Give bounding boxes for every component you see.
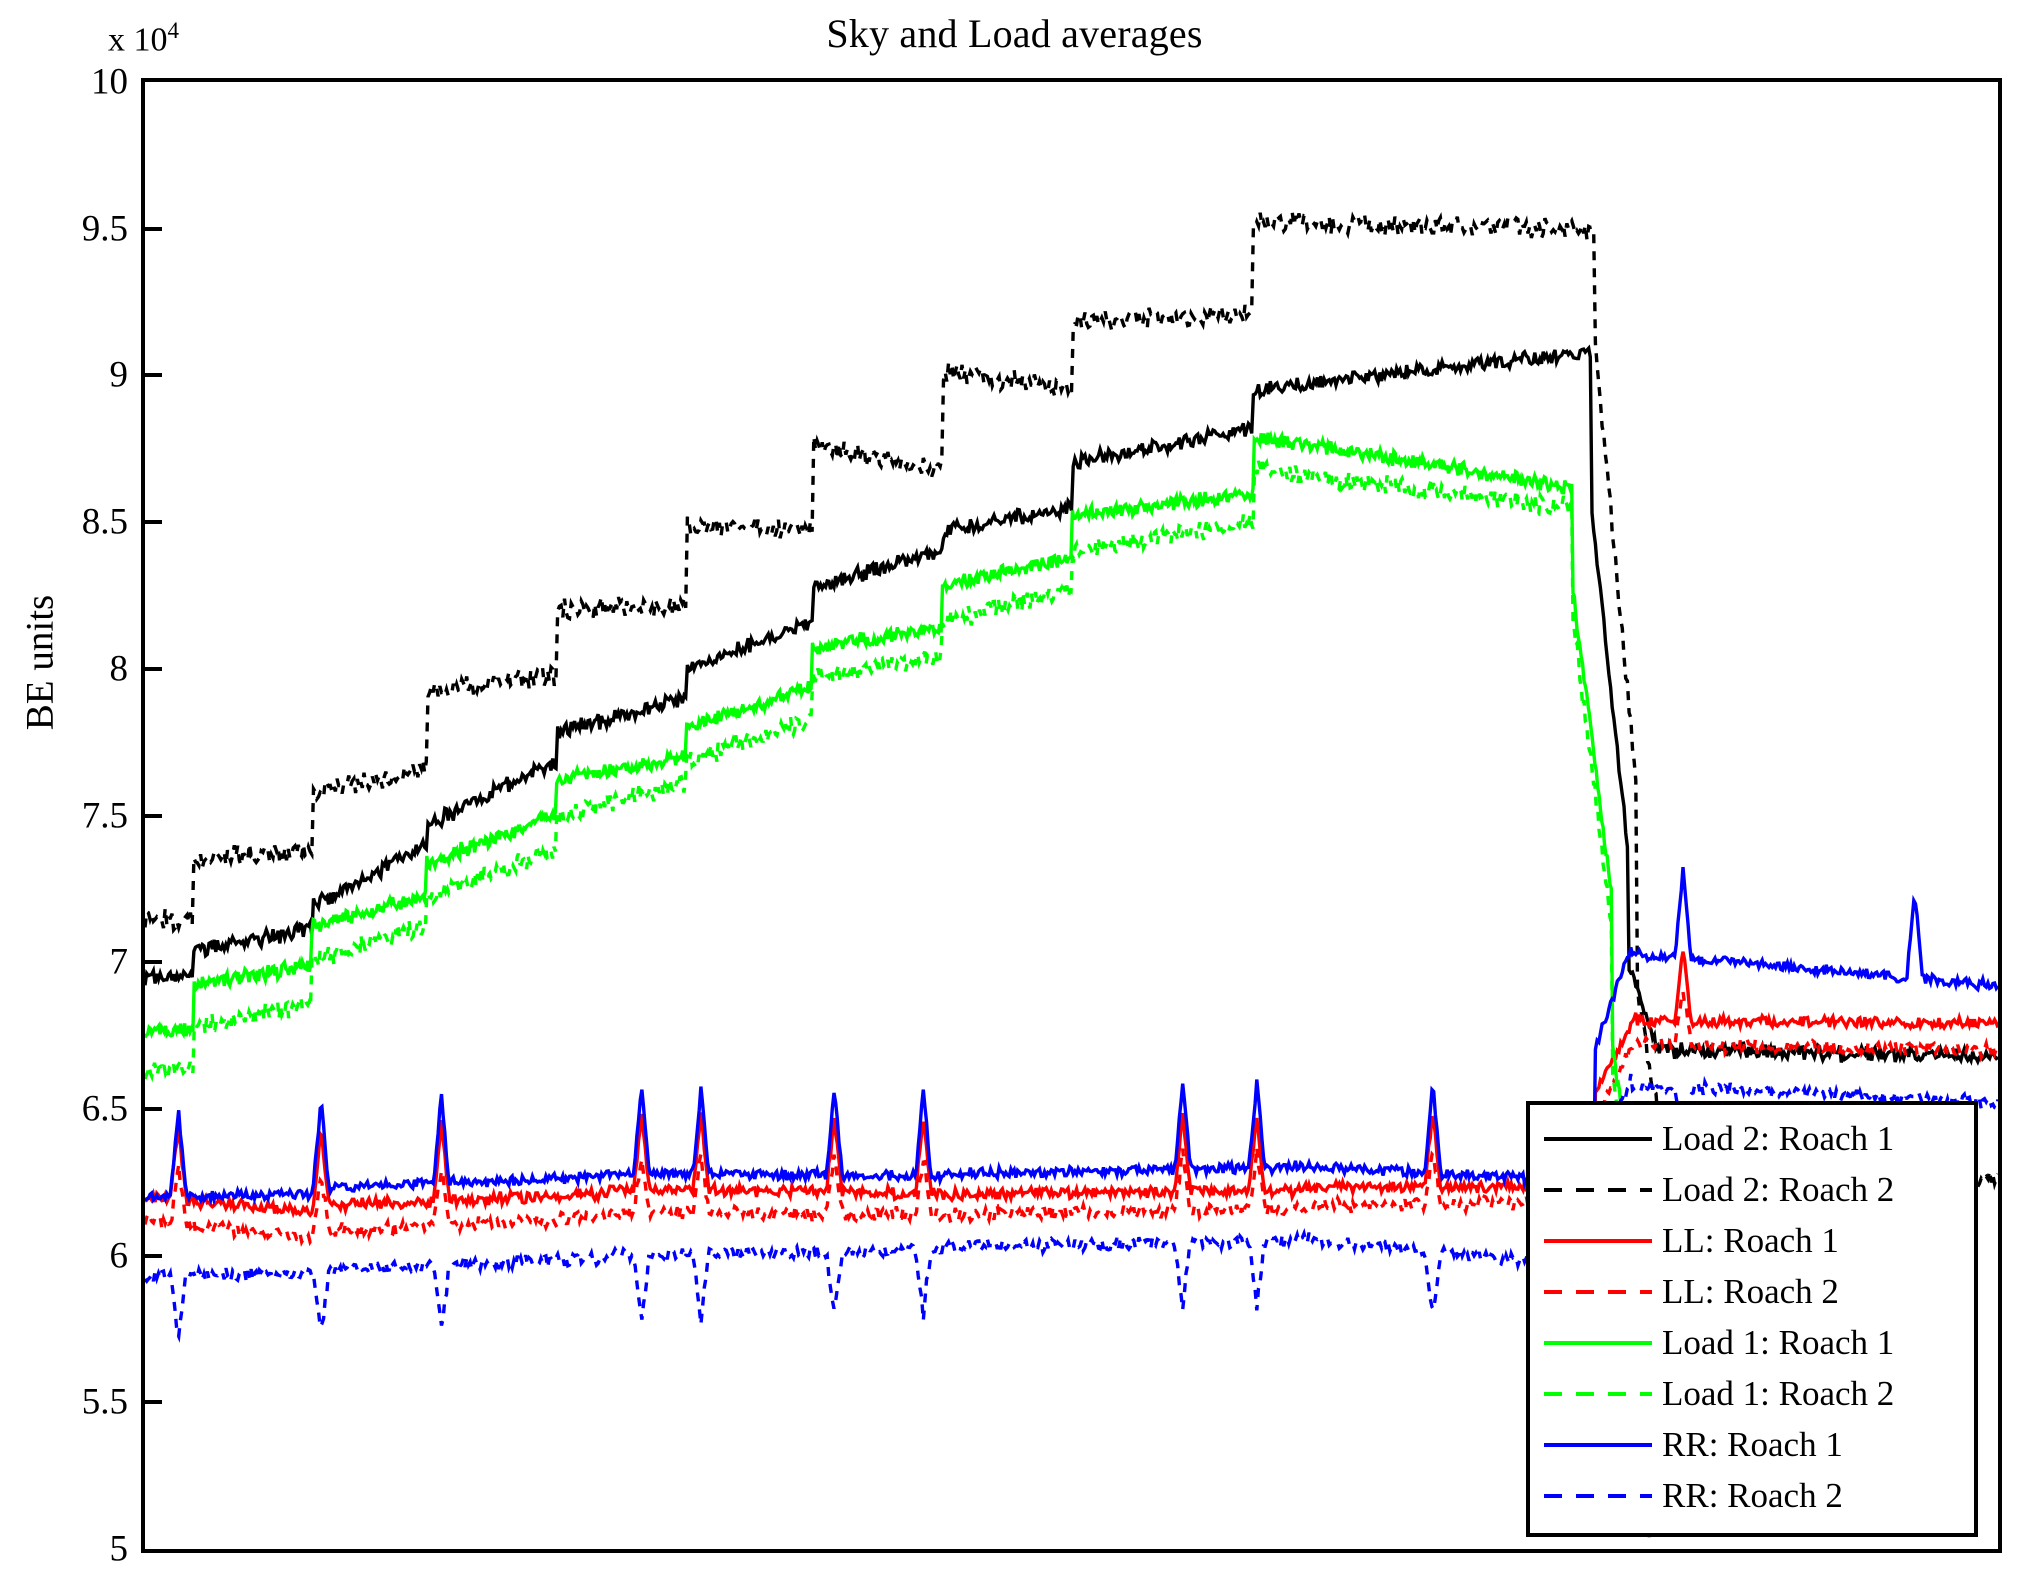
trace-rr-roach-2 bbox=[145, 1073, 1998, 1343]
legend-item-label: Load 2: Roach 2 bbox=[1662, 1170, 1895, 1209]
legend-line-sample bbox=[1542, 1368, 1654, 1419]
y-axis-exponent-mantissa: x 10 bbox=[108, 21, 168, 59]
y-axis-tick-label: 7 bbox=[109, 941, 129, 983]
legend-item[interactable]: Load 2: Roach 2 bbox=[1530, 1164, 1974, 1215]
legend-item[interactable]: LL: Roach 2 bbox=[1530, 1266, 1974, 1317]
legend-item[interactable]: RR: Roach 1 bbox=[1530, 1419, 1974, 1470]
chart-legend[interactable]: Load 2: Roach 1 Load 2: Roach 2 LL: Roach … bbox=[1526, 1101, 1978, 1537]
legend-line-sample bbox=[1542, 1419, 1654, 1470]
data-traces bbox=[145, 211, 1998, 1543]
y-axis-tick-label: 9.5 bbox=[81, 208, 128, 250]
y-axis-tick-label: 6.5 bbox=[81, 1088, 128, 1130]
legend-line-sample bbox=[1542, 1164, 1654, 1215]
y-axis-tick-mark bbox=[141, 520, 162, 525]
trace-load-2-roach-2 bbox=[145, 211, 1998, 1194]
trace-rr-roach-1 bbox=[145, 866, 1998, 1207]
trace-load-1-roach-1 bbox=[145, 429, 1652, 1515]
page-title: Sky and Load averages bbox=[826, 11, 1203, 56]
legend-line-sample bbox=[1542, 1266, 1654, 1317]
y-axis-tick-label: 5 bbox=[109, 1528, 129, 1570]
plot-clip bbox=[145, 82, 1998, 1549]
y-axis-tick-mark bbox=[141, 1400, 162, 1405]
legend-item[interactable]: Load 2: Roach 1 bbox=[1530, 1113, 1974, 1164]
y-axis-tick-mark bbox=[141, 1253, 162, 1258]
y-axis-exponent-label: x 104 bbox=[108, 18, 179, 59]
y-axis-tick-mark bbox=[141, 960, 162, 965]
y-axis-tick-label: 7.5 bbox=[81, 795, 128, 836]
legend-item-label: Load 1: Roach 2 bbox=[1662, 1374, 1895, 1413]
legend-line-sample bbox=[1542, 1215, 1654, 1266]
y-axis-tick-label: 8 bbox=[109, 648, 129, 690]
y-axis-tick-mark bbox=[141, 373, 162, 378]
legend-item-label: Load 2: Roach 1 bbox=[1662, 1119, 1895, 1158]
legend-line-sample bbox=[1542, 1113, 1654, 1164]
trace-ll-roach-2 bbox=[145, 991, 1998, 1247]
y-axis-tick-label: 8.5 bbox=[81, 501, 128, 543]
legend-item[interactable]: RR: Roach 2 bbox=[1530, 1470, 1974, 1521]
y-axis-tick-label: 5.5 bbox=[81, 1381, 128, 1423]
legend-item-label: LL: Roach 2 bbox=[1662, 1272, 1839, 1311]
y-axis-tick-mark bbox=[141, 813, 162, 818]
legend-item-label: LL: Roach 1 bbox=[1662, 1221, 1839, 1260]
legend-item-label: RR: Roach 2 bbox=[1662, 1476, 1843, 1515]
y-axis-tick-label: 9 bbox=[109, 354, 129, 396]
legend-line-sample bbox=[1542, 1317, 1654, 1368]
y-axis-tick-mark bbox=[141, 226, 162, 231]
trace-load-1-roach-2 bbox=[145, 457, 1652, 1543]
trace-ll-roach-1 bbox=[145, 951, 1998, 1219]
trace-load-2-roach-1 bbox=[145, 344, 1998, 1066]
y-axis-exponent-power: 4 bbox=[167, 18, 180, 43]
legend-line-sample bbox=[1542, 1470, 1654, 1521]
y-axis-tick-label: 6 bbox=[109, 1235, 129, 1277]
legend-item-label: RR: Roach 1 bbox=[1662, 1425, 1843, 1464]
y-axis-tick-label: 10 bbox=[91, 61, 128, 103]
y-axis-tick-mark bbox=[141, 666, 162, 671]
legend-item[interactable]: Load 1: Roach 1 bbox=[1530, 1317, 1974, 1368]
legend-item-label: Load 1: Roach 1 bbox=[1662, 1323, 1895, 1362]
legend-item[interactable]: LL: Roach 1 bbox=[1530, 1215, 1974, 1266]
y-axis-tick-mark bbox=[141, 1106, 162, 1111]
y-axis-tick-labels: 10 9.5 9 8.5 8 7.5 7 6.5 6 5.5 5 bbox=[0, 0, 128, 1592]
legend-item[interactable]: Load 1: Roach 2 bbox=[1530, 1368, 1974, 1419]
